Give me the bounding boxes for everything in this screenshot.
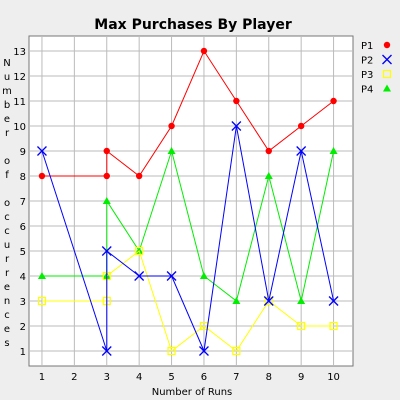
data-point-P3-8 — [297, 321, 306, 331]
y-axis-label-char: u — [4, 72, 10, 83]
data-point-P1-8 — [297, 122, 305, 130]
y-tick-label-9: 9 — [20, 147, 26, 158]
legend-marker-P1 — [383, 41, 391, 49]
data-point-P1-2 — [103, 147, 110, 155]
legend-label-P1: P1 — [361, 41, 373, 52]
legend-marker-P3 — [382, 69, 392, 79]
x-tick-label-7: 7 — [233, 372, 239, 383]
y-tick-label-8: 8 — [20, 172, 26, 183]
y-axis-label-char: o — [4, 198, 10, 209]
y-axis-label-char: m — [2, 86, 12, 97]
y-axis-label-char: e — [4, 282, 10, 293]
series-line-P4 — [42, 149, 335, 302]
legend-marker-P4 — [383, 84, 391, 92]
series-P4 — [37, 147, 338, 304]
data-point-P2-6 — [231, 121, 242, 131]
data-point-P4-8 — [297, 297, 306, 304]
y-tick-label-1: 1 — [20, 347, 26, 358]
y-tick-label-5: 5 — [20, 247, 26, 258]
data-point-P4-2 — [102, 197, 111, 204]
legend-label-P3: P3 — [361, 70, 373, 81]
data-point-P3-0 — [37, 296, 47, 306]
y-tick-label-4: 4 — [20, 272, 26, 283]
data-point-P3-3 — [135, 246, 144, 256]
legend: P1 P2 P3 P4 — [361, 41, 392, 96]
y-tick-label-13: 13 — [13, 47, 26, 58]
y-tick-label-2: 2 — [20, 322, 26, 333]
y-axis-label-char: r — [5, 254, 10, 265]
data-point-P4-0 — [37, 272, 46, 279]
x-tick-label-5: 5 — [168, 372, 174, 383]
data-point-P2-2 — [101, 246, 112, 256]
data-point-P2-4 — [166, 271, 177, 281]
data-point-P1-0 — [38, 172, 46, 180]
legend-label-P2: P2 — [361, 56, 373, 67]
chart-title: Max Purchases By Player — [94, 17, 292, 33]
data-point-P2-7 — [263, 296, 274, 306]
data-point-P1-6 — [233, 97, 240, 105]
data-point-P1-7 — [265, 147, 272, 155]
y-tick-label-12: 12 — [13, 72, 26, 83]
y-axis-label-char: N — [3, 58, 10, 69]
legend-label-P4: P4 — [361, 85, 373, 96]
x-tick-label-2: 2 — [71, 372, 77, 383]
x-tick-label-9: 9 — [298, 372, 304, 383]
data-point-P2-9 — [328, 296, 339, 306]
y-axis-label-char: c — [4, 310, 10, 321]
x-tick-label-6: 6 — [201, 372, 207, 383]
series-line-P1 — [42, 49, 334, 177]
y-axis-label-char: s — [4, 338, 9, 349]
series-line-P2 — [41, 125, 335, 353]
x-tick-label-1: 1 — [39, 372, 45, 383]
data-point-P4-5 — [199, 272, 208, 279]
data-point-P1-1 — [103, 172, 110, 180]
data-point-P1-4 — [168, 122, 175, 130]
data-point-P4-6 — [232, 297, 241, 304]
y-tick-label-11: 11 — [13, 97, 26, 108]
data-point-P4-9 — [329, 147, 338, 154]
y-axis-label-char: u — [4, 240, 10, 251]
y-tick-label-7: 7 — [20, 197, 26, 208]
data-point-P2-0 — [37, 146, 47, 156]
x-tick-label-4: 4 — [136, 372, 142, 383]
y-axis-label-char: r — [5, 268, 10, 279]
y-axis-label-char: o — [4, 156, 10, 167]
y-axis-label-char: f — [5, 170, 9, 181]
y-axis-label-char: n — [4, 296, 10, 307]
y-axis-label-char: c — [4, 226, 10, 237]
y-tick-label-6: 6 — [20, 222, 26, 233]
y-axis-label-char: r — [5, 128, 10, 139]
data-point-P4-7 — [264, 172, 273, 179]
data-point-P2-1 — [101, 346, 112, 356]
data-point-P1-9 — [330, 97, 337, 105]
y-axis-label-char: e — [4, 324, 10, 335]
data-point-P2-8 — [296, 146, 307, 156]
x-tick-label-10: 10 — [327, 372, 340, 383]
data-point-P1-5 — [200, 47, 208, 55]
series-layer — [37, 47, 339, 356]
y-axis-label-char: e — [4, 114, 10, 125]
data-point-P3-6 — [232, 346, 241, 356]
y-tick-label-3: 3 — [20, 297, 26, 308]
data-point-P3-7 — [264, 296, 273, 306]
y-tick-label-10: 10 — [13, 122, 26, 133]
data-point-P1-3 — [135, 172, 143, 180]
series-P2 — [37, 121, 339, 356]
legend-marker-P2 — [382, 54, 392, 65]
x-axis-label: Number of Runs — [152, 387, 233, 398]
data-point-P4-4 — [167, 147, 176, 154]
data-point-P2-5 — [199, 346, 209, 356]
x-tick-label-3: 3 — [104, 372, 110, 383]
data-point-P2-3 — [134, 271, 145, 281]
y-axis-label-char: c — [4, 212, 10, 223]
series-P1 — [38, 47, 337, 180]
x-tick-label-8: 8 — [266, 372, 272, 383]
data-point-P3-9 — [329, 321, 338, 331]
y-axis-label-char: b — [4, 100, 10, 111]
data-point-P3-4 — [167, 346, 176, 356]
